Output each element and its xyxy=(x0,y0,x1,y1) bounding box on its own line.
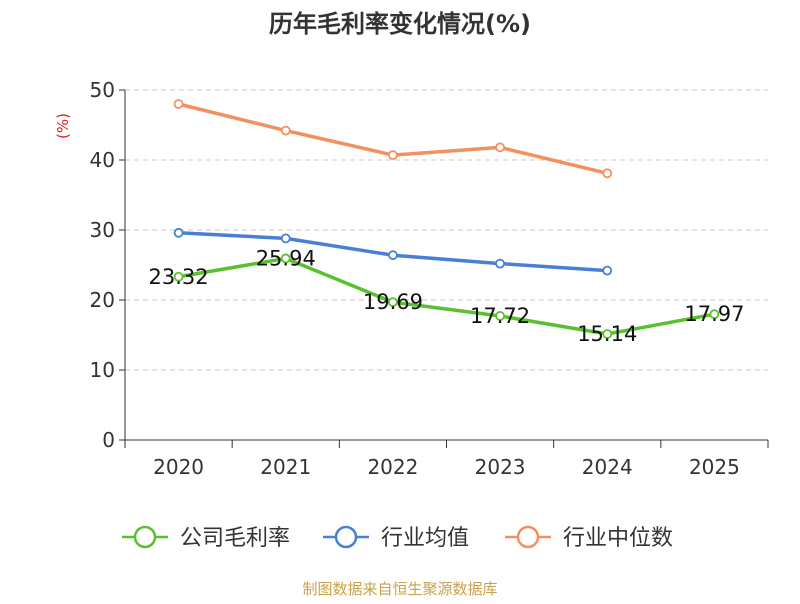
y-tick-label: 30 xyxy=(90,218,115,242)
chart-title: 历年毛利率变化情况(%) xyxy=(269,10,531,38)
x-tick-label: 2023 xyxy=(475,455,526,479)
data-point xyxy=(602,265,613,276)
data-label: 17.72 xyxy=(470,304,530,328)
data-point xyxy=(495,142,505,153)
legend-label: 行业均值 xyxy=(381,526,469,551)
legend-marker xyxy=(516,525,540,549)
legend: 公司毛利率 行业均值 行业中位数 xyxy=(122,525,673,551)
data-label: 23.32 xyxy=(149,265,209,289)
grid-layer xyxy=(125,89,768,371)
data-point xyxy=(602,168,613,179)
y-tick-label: 40 xyxy=(90,148,115,172)
series-layer xyxy=(173,99,720,339)
y-tick-label: 20 xyxy=(90,288,115,312)
data-point xyxy=(495,311,505,321)
y-axis-label: (%) xyxy=(54,113,72,139)
data-point xyxy=(495,258,505,269)
data-label: 17.97 xyxy=(684,302,744,326)
series-line-2 xyxy=(178,102,608,176)
data-label: 19.69 xyxy=(363,290,423,314)
data-point xyxy=(388,297,398,308)
data-point xyxy=(709,309,720,320)
legend-marker xyxy=(133,525,157,549)
data-point xyxy=(173,271,184,282)
legend-marker xyxy=(334,525,358,549)
data-point xyxy=(280,125,291,136)
label-layer: 23.32 25.94 19.69 17.72 15.14 17.97 xyxy=(149,246,745,346)
data-point xyxy=(173,99,184,109)
data-point xyxy=(280,233,291,244)
data-label: 25.94 xyxy=(256,246,316,270)
y-tick-label: 10 xyxy=(90,358,115,382)
legend-label: 行业中位数 xyxy=(563,526,673,551)
data-point xyxy=(173,227,184,238)
data-point xyxy=(388,150,398,161)
series-line-0 xyxy=(178,256,715,336)
data-point xyxy=(280,253,291,264)
x-tick-label: 2025 xyxy=(689,455,740,479)
legend-label: 公司毛利率 xyxy=(180,526,290,551)
data-point xyxy=(602,329,613,339)
axis-layer: 0 10 20 30 40 50 2020 2021 2022 2023 2024 2025 xyxy=(90,78,769,479)
x-tick-label: 2021 xyxy=(260,455,311,479)
data-label: 15.14 xyxy=(577,322,637,346)
x-tick-label: 2022 xyxy=(367,455,418,479)
data-point xyxy=(388,250,398,261)
source-note: 制图数据来自恒生聚源数据库 xyxy=(302,580,497,598)
x-tick-label: 2024 xyxy=(582,455,633,479)
y-tick-label: 0 xyxy=(102,428,115,452)
y-tick-label: 50 xyxy=(90,78,115,102)
x-tick-label: 2020 xyxy=(153,455,204,479)
